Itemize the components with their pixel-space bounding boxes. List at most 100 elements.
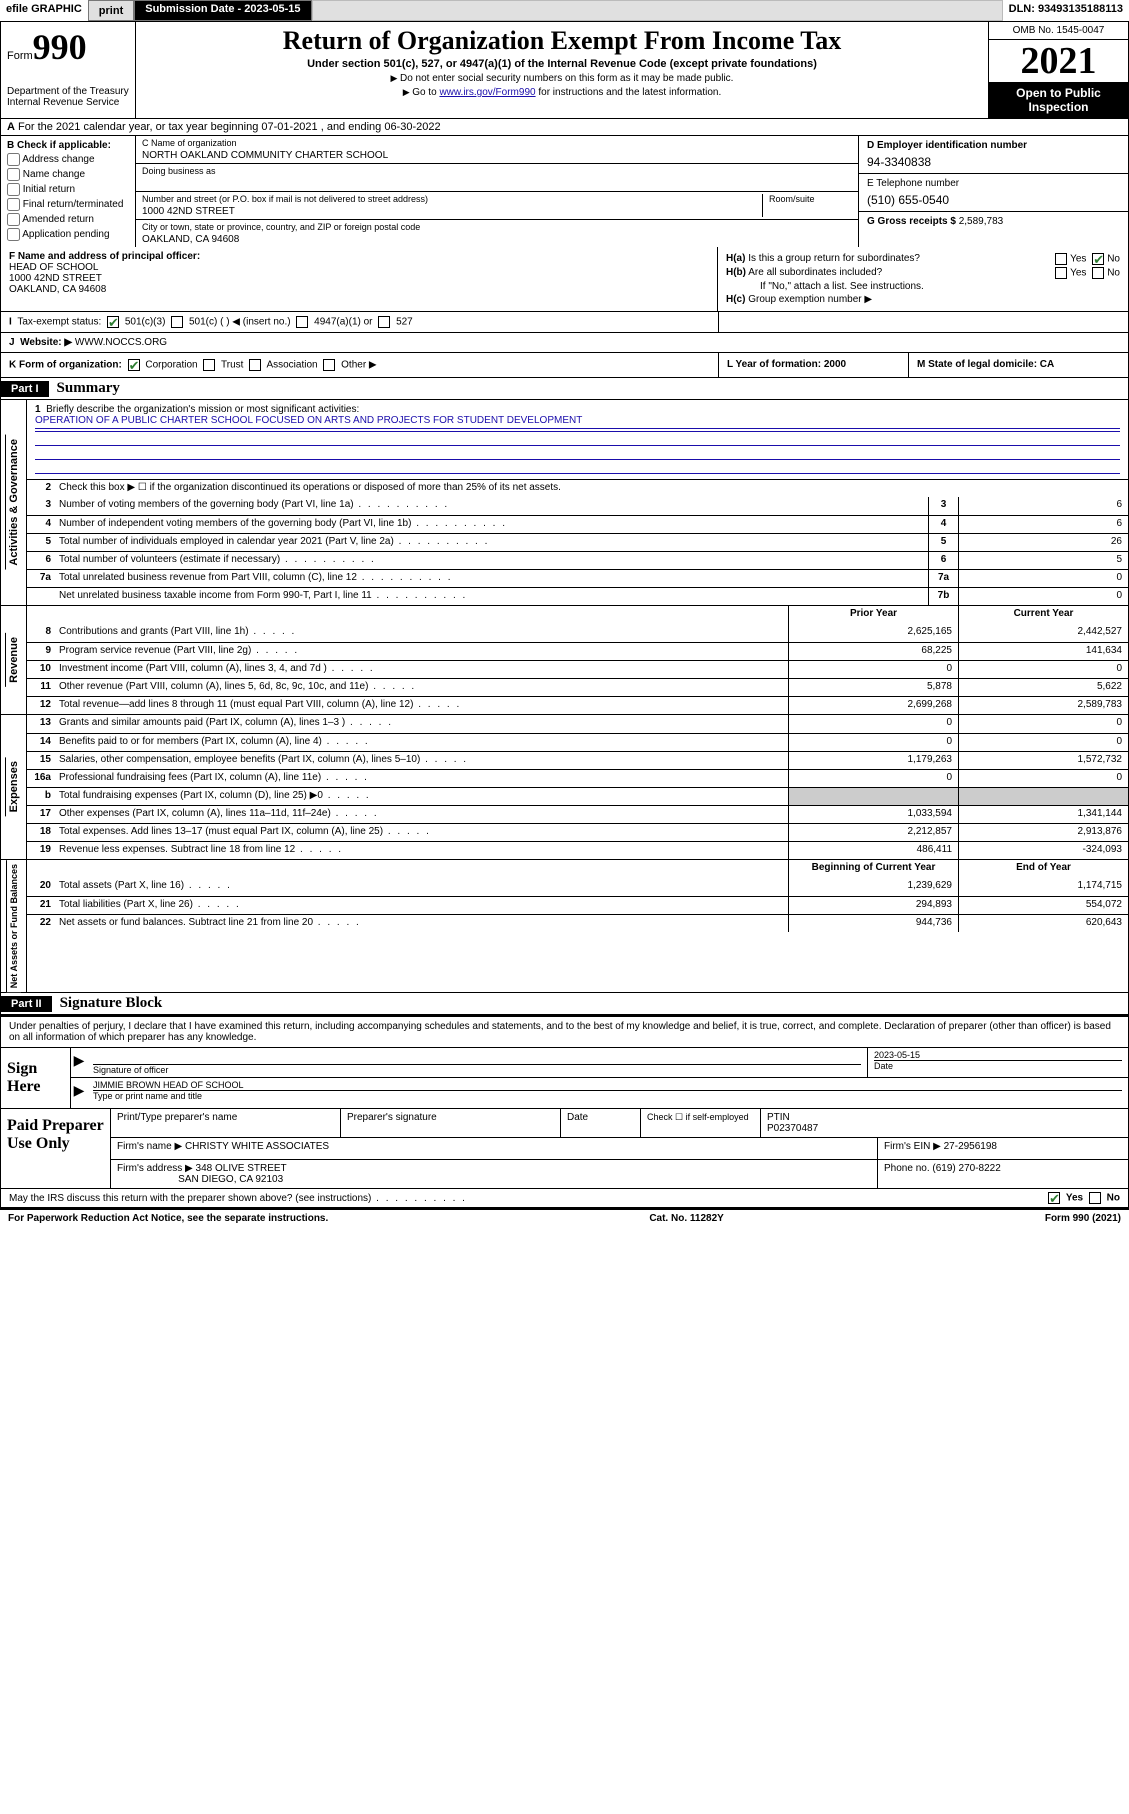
- chk-app-pending[interactable]: Application pending: [7, 228, 129, 241]
- firm-name-label: Firm's name ▶: [117, 1141, 182, 1152]
- chk-corp[interactable]: [128, 359, 140, 371]
- dba-label: Doing business as: [142, 166, 852, 176]
- chk-final-return[interactable]: Final return/terminated: [7, 198, 129, 211]
- table-row: 11Other revenue (Part VIII, column (A), …: [27, 678, 1128, 696]
- mission-lines: [35, 431, 1120, 475]
- col-beginning: Beginning of Current Year: [788, 860, 958, 878]
- efile-label: efile GRAPHIC: [0, 0, 88, 21]
- chk-trust[interactable]: [203, 359, 215, 371]
- sig-date: 2023-05-15: [874, 1050, 1122, 1060]
- state-domicile: M State of legal domicile: CA: [917, 359, 1054, 370]
- goto-line: Go to www.irs.gov/Form990 for instructio…: [144, 87, 980, 98]
- table-row: 20Total assets (Part X, line 16)1,239,62…: [27, 878, 1128, 896]
- tax-year: 2021: [989, 40, 1128, 82]
- col-current: Current Year: [958, 606, 1128, 624]
- chk-527[interactable]: [378, 316, 390, 328]
- ha-yesno[interactable]: Yes No: [1052, 253, 1120, 265]
- col-end: End of Year: [958, 860, 1128, 878]
- mission-text: OPERATION OF A PUBLIC CHARTER SCHOOL FOC…: [35, 415, 1120, 429]
- side-expenses: Expenses: [5, 757, 22, 816]
- sig-date-label: Date: [874, 1060, 1122, 1071]
- part2-badge: Part II: [1, 996, 52, 1012]
- officer-line1: HEAD OF SCHOOL: [9, 262, 98, 273]
- gross-label: G Gross receipts $: [867, 216, 956, 227]
- officer-name-label: Type or print name and title: [93, 1090, 1122, 1101]
- sig-arrow-icon: ▶: [71, 1048, 87, 1077]
- open-inspection: Open to Public Inspection: [989, 82, 1128, 118]
- year-formation: L Year of formation: 2000: [727, 359, 846, 370]
- table-row: 19Revenue less expenses. Subtract line 1…: [27, 841, 1128, 859]
- info-block: B Check if applicable: Address change Na…: [0, 136, 1129, 247]
- table-row: 10Investment income (Part VIII, column (…: [27, 660, 1128, 678]
- table-row: 14Benefits paid to or for members (Part …: [27, 733, 1128, 751]
- top-bar: efile GRAPHIC print Submission Date - 20…: [0, 0, 1129, 22]
- section-klm: K Form of organization: Corporation Trus…: [0, 353, 1129, 378]
- sig-arrow2-icon: ▶: [71, 1078, 87, 1103]
- pp-check-label: Check ☐ if self-employed: [641, 1109, 761, 1137]
- section-b: B Check if applicable: Address change Na…: [1, 136, 136, 247]
- chk-4947[interactable]: [296, 316, 308, 328]
- officer-name: JIMMIE BROWN HEAD OF SCHOOL: [93, 1080, 1122, 1090]
- summary-netassets: Net Assets or Fund Balances Beginning of…: [0, 860, 1129, 993]
- firm-addr1: 348 OLIVE STREET: [196, 1163, 287, 1174]
- firm-ein-label: Firm's EIN ▶: [884, 1141, 941, 1152]
- website-value: WWW.NOCCS.ORG: [75, 337, 167, 348]
- table-row: 8Contributions and grants (Part VIII, li…: [27, 624, 1128, 642]
- part1-badge: Part I: [1, 381, 49, 397]
- row-a-period: A For the 2021 calendar year, or tax yea…: [0, 119, 1129, 136]
- firm-addr2: SAN DIEGO, CA 92103: [178, 1174, 283, 1185]
- table-row: Net unrelated business taxable income fr…: [27, 587, 1128, 605]
- discuss-yesno[interactable]: Yes No: [1045, 1192, 1120, 1204]
- part1-title: Summary: [49, 378, 128, 399]
- chk-address-change[interactable]: Address change: [7, 153, 129, 166]
- summary-governance: Activities & Governance 1 Briefly descri…: [0, 400, 1129, 606]
- chk-501c3[interactable]: [107, 316, 119, 328]
- firm-phone: (619) 270-8222: [932, 1163, 1000, 1174]
- footer-left: For Paperwork Reduction Act Notice, see …: [8, 1213, 328, 1224]
- summary-revenue: Revenue Prior YearCurrent Year 8Contribu…: [0, 606, 1129, 715]
- table-row: 22Net assets or fund balances. Subtract …: [27, 914, 1128, 932]
- table-row: 16aProfessional fundraising fees (Part I…: [27, 769, 1128, 787]
- sig-officer-label: Signature of officer: [93, 1064, 861, 1075]
- org-city: OAKLAND, CA 94608: [142, 234, 852, 245]
- form-prefix: Form: [7, 50, 33, 62]
- firm-addr-label: Firm's address ▶: [117, 1163, 193, 1174]
- ptin-value: P02370487: [767, 1123, 818, 1134]
- paid-preparer-label: Paid Preparer Use Only: [1, 1109, 111, 1188]
- chk-name-change[interactable]: Name change: [7, 168, 129, 181]
- pp-name-label: Print/Type preparer's name: [111, 1109, 341, 1137]
- footer-cat: Cat. No. 11282Y: [649, 1213, 723, 1224]
- hb-yesno[interactable]: Yes No: [1052, 267, 1120, 279]
- table-row: bTotal fundraising expenses (Part IX, co…: [27, 787, 1128, 805]
- chk-assoc[interactable]: [249, 359, 261, 371]
- form-org-label: K Form of organization:: [9, 360, 122, 371]
- q2-text: Check this box ▶ ☐ if the organization d…: [55, 480, 1128, 497]
- firm-name: CHRISTY WHITE ASSOCIATES: [185, 1141, 329, 1152]
- form-number: Form990: [7, 26, 129, 68]
- irs-link[interactable]: www.irs.gov/Form990: [439, 87, 535, 98]
- table-row: 9Program service revenue (Part VIII, lin…: [27, 642, 1128, 660]
- table-row: 12Total revenue—add lines 8 through 11 (…: [27, 696, 1128, 714]
- table-row: 4Number of independent voting members of…: [27, 515, 1128, 533]
- city-label: City or town, state or province, country…: [142, 222, 852, 232]
- sign-here-label: Sign Here: [1, 1048, 71, 1108]
- pp-sig-label: Preparer's signature: [341, 1109, 561, 1137]
- part1-header: Part I Summary: [0, 378, 1129, 400]
- website-label: Website: ▶: [20, 337, 72, 348]
- room-label: Room/suite: [769, 194, 852, 204]
- phone-label: Phone no.: [884, 1163, 930, 1174]
- ifno-text: If "No," attach a list. See instructions…: [726, 281, 1120, 292]
- firm-ein: 27-2956198: [944, 1141, 997, 1152]
- officer-line2: 1000 42ND STREET: [9, 273, 102, 284]
- submission-date: Submission Date - 2023-05-15: [134, 0, 311, 21]
- chk-other[interactable]: [323, 359, 335, 371]
- form-header: Form990 Department of the Treasury Inter…: [0, 22, 1129, 119]
- section-d: D Employer identification number 94-3340…: [858, 136, 1128, 247]
- side-governance: Activities & Governance: [5, 435, 22, 570]
- chk-initial-return[interactable]: Initial return: [7, 183, 129, 196]
- page-footer: For Paperwork Reduction Act Notice, see …: [0, 1208, 1129, 1227]
- goto-post: for instructions and the latest informat…: [536, 87, 722, 98]
- print-button[interactable]: print: [88, 0, 134, 21]
- chk-501c[interactable]: [171, 316, 183, 328]
- chk-amended[interactable]: Amended return: [7, 213, 129, 226]
